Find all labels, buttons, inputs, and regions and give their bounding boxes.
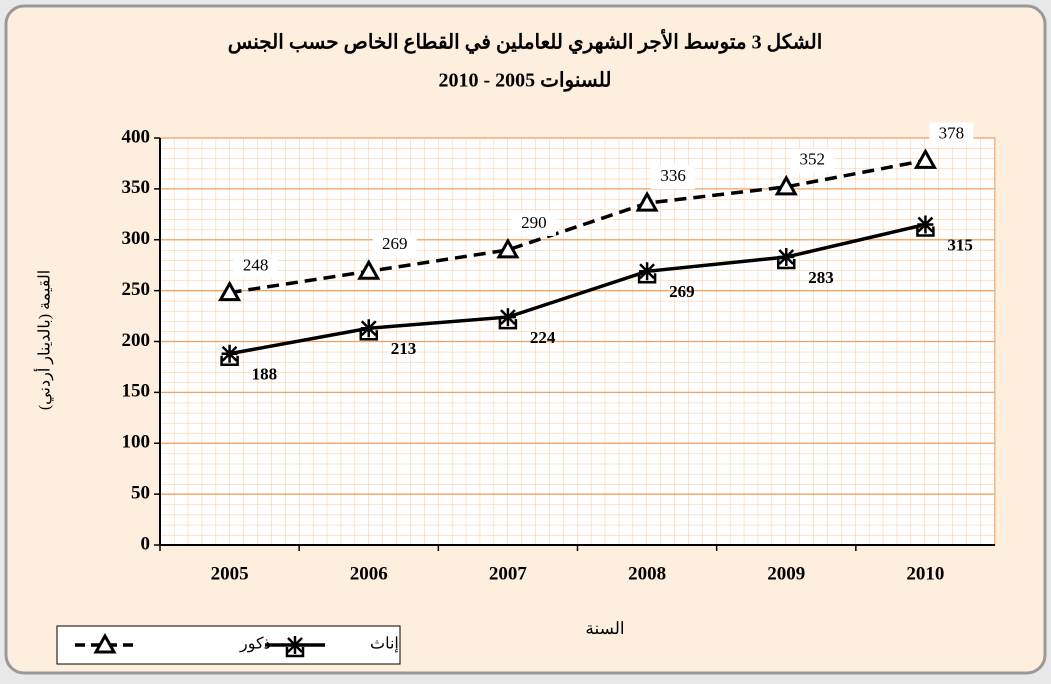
data-label: 224 xyxy=(530,328,556,347)
data-label: 248 xyxy=(243,256,269,275)
marker xyxy=(498,308,518,330)
x-tick-label: 2005 xyxy=(211,563,249,584)
x-tick-label: 2007 xyxy=(489,563,528,584)
chart-subtitle: للسنوات 2005 - 2010 xyxy=(439,70,612,93)
marker xyxy=(218,280,242,302)
x-axis-label: السنة xyxy=(585,619,624,638)
series-line xyxy=(229,158,926,295)
marker xyxy=(93,632,117,654)
marker xyxy=(916,215,935,237)
x-tick-label: 2008 xyxy=(628,563,666,584)
series-line xyxy=(229,222,926,356)
legend-label: إناث xyxy=(370,636,399,653)
y-tick-label: 400 xyxy=(122,126,151,147)
label-bg xyxy=(790,148,835,173)
data-label: 269 xyxy=(382,234,408,253)
data-label: 290 xyxy=(521,213,547,232)
marker xyxy=(635,191,659,212)
marker xyxy=(220,344,239,366)
y-tick-label: 250 xyxy=(122,279,151,300)
data-label: 269 xyxy=(669,282,695,301)
y-axis-label: القيمة (بالدينار أردني) xyxy=(34,270,54,410)
y-tick-label: 300 xyxy=(122,228,151,249)
marker xyxy=(913,148,937,169)
marker xyxy=(774,174,798,196)
data-label: 213 xyxy=(391,339,417,358)
x-tick-label: 2006 xyxy=(350,563,388,584)
label-bg xyxy=(233,254,278,279)
data-label: 336 xyxy=(660,166,686,185)
y-tick-label: 100 xyxy=(122,432,151,453)
x-tick-label: 2009 xyxy=(767,563,805,584)
marker xyxy=(637,262,657,284)
label-bg xyxy=(511,211,556,236)
data-label: 352 xyxy=(800,150,826,169)
y-tick-label: 150 xyxy=(122,381,151,402)
y-tick-label: 0 xyxy=(141,533,151,554)
y-tick-label: 200 xyxy=(122,330,151,351)
y-tick-label: 50 xyxy=(131,482,150,503)
data-label: 188 xyxy=(252,365,277,384)
marker xyxy=(359,319,378,341)
data-label: 315 xyxy=(947,235,973,254)
marker xyxy=(777,248,796,270)
data-label: 283 xyxy=(808,268,834,287)
chart-title: الشكل 3 متوسط الأجر الشهري للعاملين في ا… xyxy=(228,29,823,55)
label-bg xyxy=(372,233,417,258)
marker xyxy=(357,259,381,280)
marker xyxy=(496,237,520,259)
data-label: 378 xyxy=(939,123,965,142)
y-tick-label: 350 xyxy=(122,177,151,198)
x-tick-label: 2010 xyxy=(906,563,944,584)
label-bg xyxy=(651,165,696,190)
label-bg xyxy=(929,122,974,147)
legend-box xyxy=(56,625,401,665)
legend-label: ذكور xyxy=(239,636,271,653)
marker xyxy=(285,636,305,658)
